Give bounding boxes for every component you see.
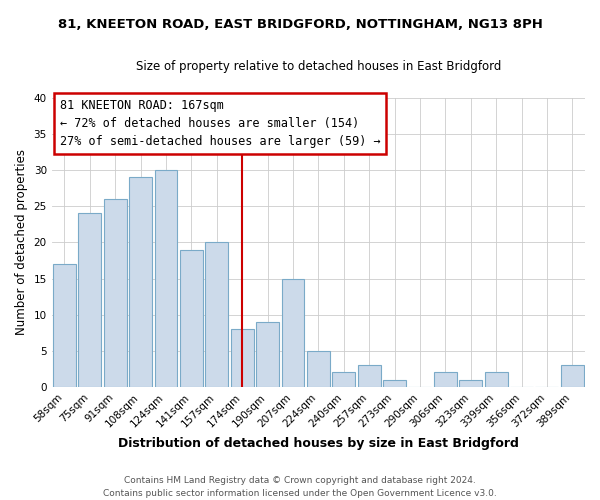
Bar: [256, 322, 279, 387]
Bar: [53, 264, 76, 387]
Bar: [358, 366, 380, 387]
Bar: [561, 366, 584, 387]
Bar: [281, 278, 304, 387]
X-axis label: Distribution of detached houses by size in East Bridgford: Distribution of detached houses by size …: [118, 437, 519, 450]
Y-axis label: Number of detached properties: Number of detached properties: [15, 150, 28, 336]
Bar: [231, 329, 254, 387]
Bar: [383, 380, 406, 387]
Bar: [332, 372, 355, 387]
Text: 81, KNEETON ROAD, EAST BRIDGFORD, NOTTINGHAM, NG13 8PH: 81, KNEETON ROAD, EAST BRIDGFORD, NOTTIN…: [58, 18, 542, 30]
Bar: [155, 170, 178, 387]
Bar: [485, 372, 508, 387]
Text: Contains HM Land Registry data © Crown copyright and database right 2024.
Contai: Contains HM Land Registry data © Crown c…: [103, 476, 497, 498]
Text: 81 KNEETON ROAD: 167sqm
← 72% of detached houses are smaller (154)
27% of semi-d: 81 KNEETON ROAD: 167sqm ← 72% of detache…: [59, 99, 380, 148]
Bar: [205, 242, 228, 387]
Bar: [434, 372, 457, 387]
Bar: [459, 380, 482, 387]
Bar: [79, 214, 101, 387]
Bar: [307, 351, 330, 387]
Title: Size of property relative to detached houses in East Bridgford: Size of property relative to detached ho…: [136, 60, 501, 73]
Bar: [129, 178, 152, 387]
Bar: [180, 250, 203, 387]
Bar: [104, 199, 127, 387]
